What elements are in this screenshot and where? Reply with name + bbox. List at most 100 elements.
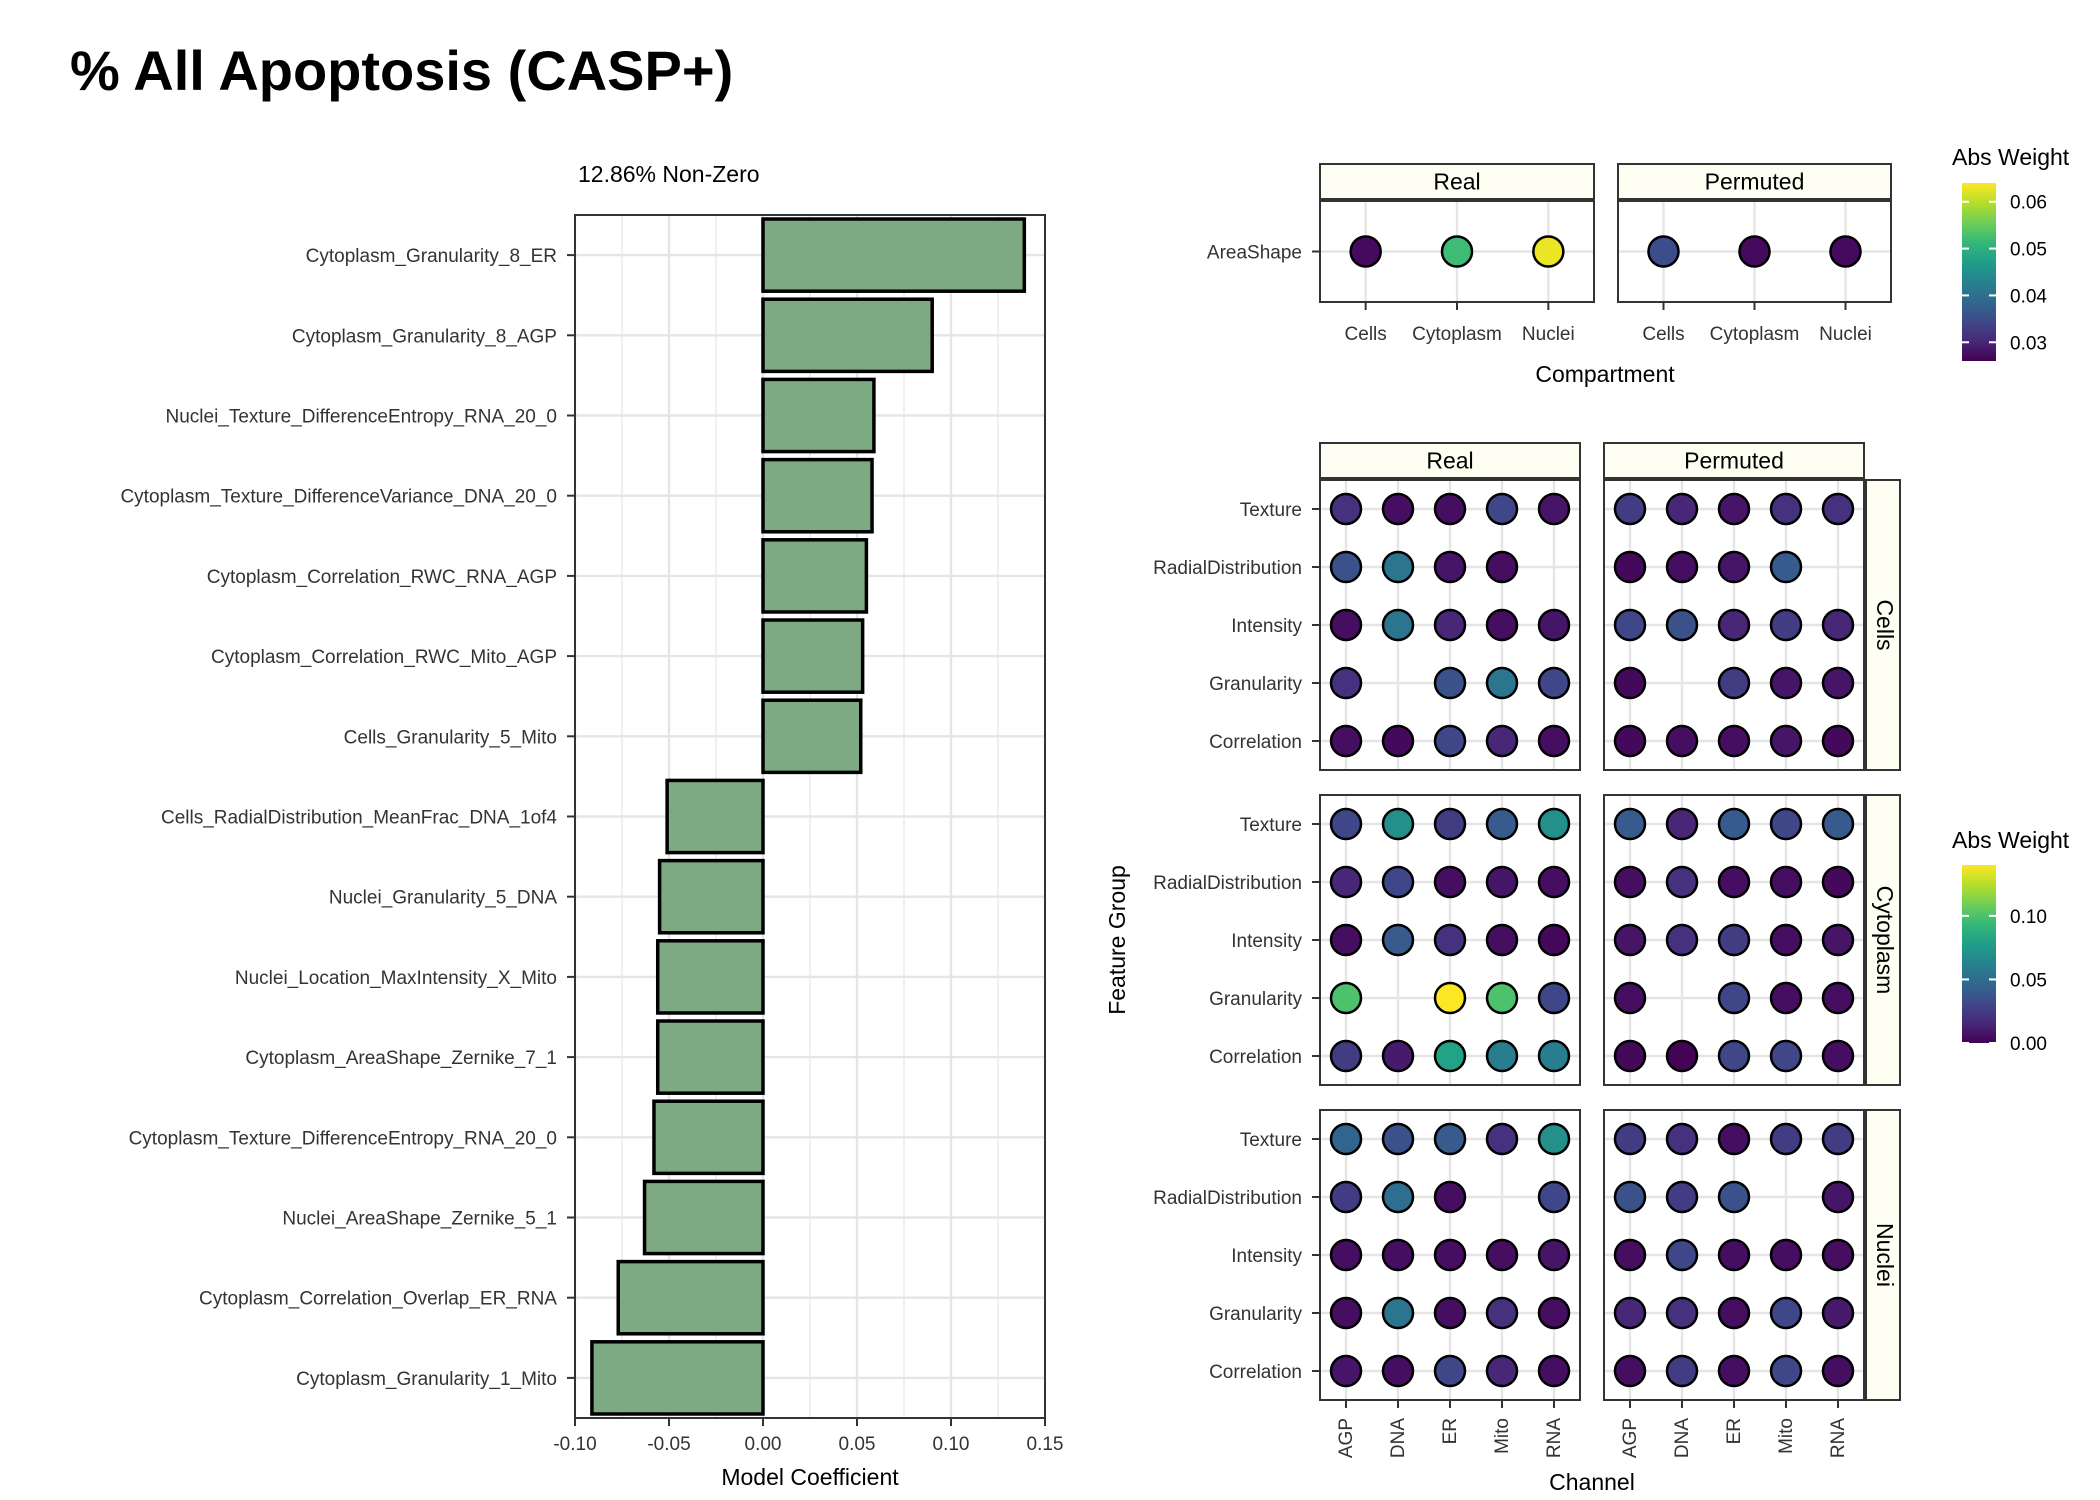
dot-point	[1329, 724, 1363, 758]
bar	[761, 217, 1027, 293]
bar	[761, 377, 876, 454]
dot-point	[1381, 1238, 1415, 1272]
y-tick-label: Texture	[1240, 815, 1302, 836]
dot-point	[1537, 807, 1571, 841]
x-tick-label: -0.10	[553, 1434, 596, 1455]
dot-point	[1665, 550, 1699, 584]
dot-point	[1717, 981, 1751, 1015]
legend-bottom-tick-label: 0.00	[2010, 1034, 2047, 1055]
dot-point	[1349, 235, 1382, 268]
legend-top-tick-label: 0.06	[2010, 193, 2047, 214]
x-tick-label: AGP	[1620, 1418, 1641, 1458]
dot-point	[1821, 608, 1855, 642]
y-tick-label: Nuclei_Texture_DifferenceEntropy_RNA_20_…	[166, 407, 558, 428]
bar	[652, 1099, 765, 1176]
facet-strip	[1865, 1109, 1901, 1401]
legend-bottom-tick-label: 0.05	[2010, 970, 2047, 991]
x-tick-label: DNA	[1388, 1418, 1409, 1458]
dot-point	[1769, 1122, 1803, 1156]
bar	[761, 297, 934, 374]
bar	[655, 1019, 765, 1095]
dot-point	[1485, 807, 1519, 841]
dot-point	[1537, 1296, 1571, 1330]
dot-point	[1485, 865, 1519, 899]
dot-point	[1769, 724, 1803, 758]
x-tick-label: 0.00	[745, 1434, 782, 1455]
facet-strip-label: Nuclei	[1872, 1223, 1898, 1287]
dot-point	[1613, 923, 1647, 957]
dot-point	[1537, 492, 1571, 526]
dot-point	[1613, 1039, 1647, 1073]
y-tick-label: Cytoplasm_Correlation_Overlap_ER_RNA	[199, 1289, 557, 1310]
dot-point	[1485, 923, 1519, 957]
y-tick-label: Granularity	[1209, 989, 1302, 1010]
dot-point	[1329, 1122, 1363, 1156]
x-tick-label: Mito	[1492, 1418, 1513, 1454]
dot-point	[1717, 1039, 1751, 1073]
dot-point	[1329, 550, 1363, 584]
dot-point	[1329, 492, 1363, 526]
y-tick-label: Cytoplasm_Texture_DifferenceEntropy_RNA_…	[129, 1128, 557, 1149]
x-tick-label: Nuclei	[1819, 324, 1872, 345]
bar	[616, 1259, 765, 1336]
facet-strip	[1603, 442, 1865, 479]
facet-strip	[1865, 794, 1901, 1086]
x-tick-label: 0.05	[839, 1434, 876, 1455]
dot-point	[1433, 608, 1467, 642]
y-tick-label: Nuclei_AreaShape_Zernike_5_1	[282, 1209, 557, 1230]
y-tick-label: Correlation	[1209, 1362, 1302, 1383]
y-tick-label: Cells_Granularity_5_Mito	[344, 727, 557, 748]
dot-point	[1485, 1296, 1519, 1330]
dot-point	[1440, 235, 1474, 268]
dot-point	[1537, 724, 1571, 758]
dot-point	[1717, 1122, 1751, 1156]
dot-point	[1829, 235, 1862, 268]
dot-point	[1485, 1039, 1519, 1073]
dot-point	[1329, 1238, 1363, 1272]
dot-point	[1329, 608, 1363, 642]
y-tick-label: Cytoplasm_Texture_DifferenceVariance_DNA…	[120, 487, 557, 508]
dot-point	[1769, 666, 1803, 700]
dot-point	[1433, 1296, 1467, 1330]
dot-point	[1329, 666, 1363, 700]
y-tick-label: Texture	[1240, 500, 1302, 521]
dot-point	[1769, 865, 1803, 899]
dot-point	[1769, 608, 1803, 642]
dot-point	[1537, 666, 1571, 700]
legend-top-tick-label: 0.05	[2010, 240, 2047, 261]
dot-point	[1717, 1354, 1751, 1388]
legend-top-tick-label: 0.03	[2010, 333, 2047, 354]
y-tick-label: AreaShape	[1207, 243, 1302, 264]
y-tick-label: Cytoplasm_Correlation_RWC_Mito_AGP	[211, 647, 557, 668]
dot-point	[1485, 1122, 1519, 1156]
y-axis-label: Feature Group	[1104, 865, 1130, 1015]
dot-point	[1717, 807, 1751, 841]
dot-point	[1769, 807, 1803, 841]
dot-point	[1433, 1354, 1467, 1388]
dot-point	[1485, 608, 1519, 642]
dot-point	[1381, 1354, 1415, 1388]
y-tick-label: Correlation	[1209, 732, 1302, 753]
dot-point	[1821, 1039, 1855, 1073]
bar	[590, 1340, 765, 1416]
dot-point	[1665, 492, 1699, 526]
x-axis-label: Model Coefficient	[721, 1464, 899, 1490]
x-tick-label: ER	[1440, 1418, 1461, 1444]
dot-point	[1381, 492, 1415, 526]
dot-point	[1381, 1180, 1415, 1214]
dot-point	[1769, 550, 1803, 584]
x-axis-label: Channel	[1549, 1469, 1635, 1495]
bar-subtitle: 12.86% Non-Zero	[578, 161, 760, 187]
dot-point	[1717, 1180, 1751, 1214]
dot-point	[1821, 807, 1855, 841]
dot-point	[1381, 724, 1415, 758]
bar	[642, 1179, 765, 1256]
dot-point	[1821, 666, 1855, 700]
y-tick-label: RadialDistribution	[1153, 1188, 1302, 1209]
dot-point	[1717, 724, 1751, 758]
dot-point	[1329, 1180, 1363, 1214]
dot-point	[1769, 1238, 1803, 1272]
dot-point	[1821, 981, 1855, 1015]
y-tick-label: Intensity	[1231, 616, 1302, 637]
